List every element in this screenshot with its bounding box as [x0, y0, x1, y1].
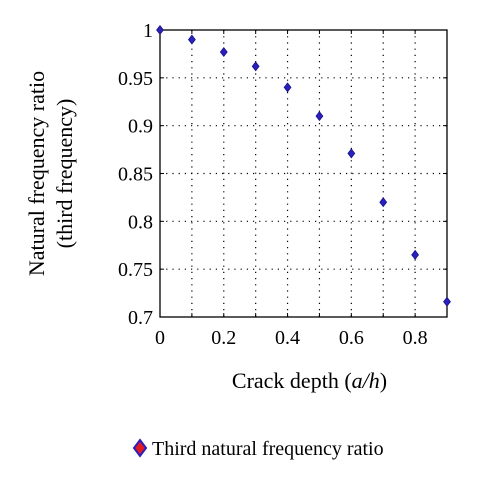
grid-lines	[160, 30, 447, 317]
y-tick-label: 1	[143, 20, 153, 42]
x-axis-tick-labels: 0 0.2 0.4 0.6 0.8	[155, 327, 428, 349]
y-axis-tick-labels: 0.7 0.75 0.8 0.85 0.9 0.95 1	[118, 20, 153, 329]
y-tick-label: 0.85	[118, 164, 153, 186]
data-point	[443, 296, 451, 307]
y-tick-label: 0.9	[128, 116, 153, 138]
legend-label: Third natural frequency ratio	[152, 438, 384, 460]
data-point	[315, 111, 324, 122]
x-tick-label: 0.6	[339, 327, 364, 349]
y-tick-label: 0.95	[118, 68, 153, 90]
data-point	[283, 82, 292, 93]
data-point	[379, 197, 388, 208]
x-tick-label: 0.8	[403, 327, 428, 349]
data-points	[156, 24, 451, 307]
data-point	[156, 24, 164, 36]
legend-diamond-marker-icon	[132, 438, 148, 458]
data-point	[251, 61, 260, 72]
data-point	[347, 148, 356, 159]
y-axis-title-line-1: Natural frequency ratio	[24, 71, 49, 276]
x-tick-label: 0.2	[211, 327, 236, 349]
legend: Third natural frequency ratio	[132, 438, 384, 460]
y-tick-label: 0.75	[118, 259, 153, 281]
data-point	[219, 46, 228, 58]
x-tick-label: 0	[155, 327, 165, 349]
y-axis-title-line-2: (third frequency)	[52, 99, 77, 249]
x-axis-title: Crack depth (a/h)	[232, 368, 387, 393]
y-tick-label: 0.7	[128, 307, 153, 329]
data-point	[187, 34, 196, 45]
x-tick-label: 0.4	[275, 327, 300, 349]
axis-ticks	[160, 29, 447, 318]
y-tick-label: 0.8	[128, 211, 153, 233]
data-point	[411, 249, 420, 260]
